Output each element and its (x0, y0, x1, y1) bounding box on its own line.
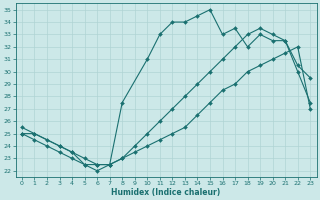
X-axis label: Humidex (Indice chaleur): Humidex (Indice chaleur) (111, 188, 221, 197)
